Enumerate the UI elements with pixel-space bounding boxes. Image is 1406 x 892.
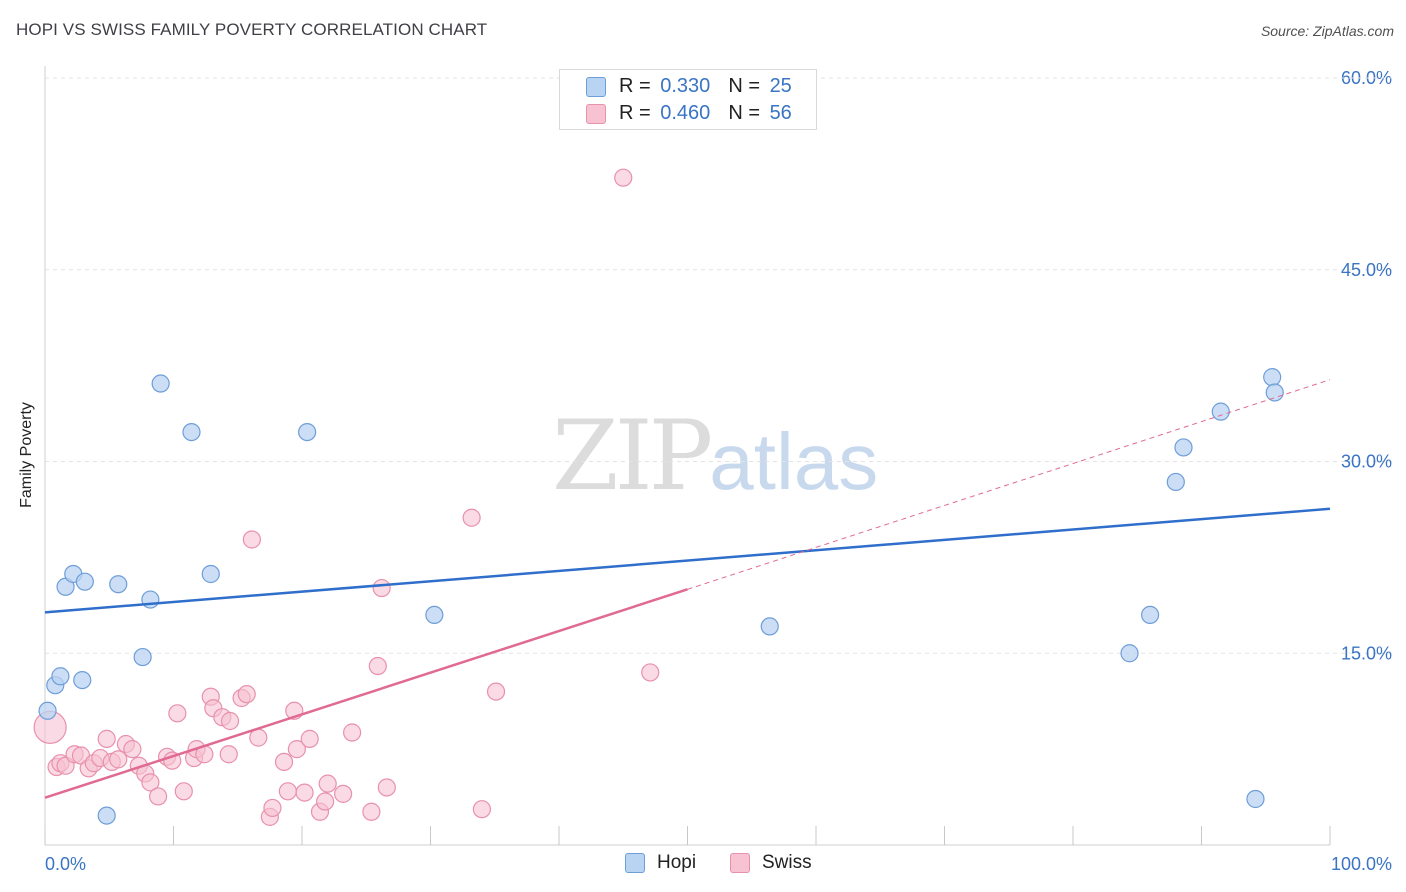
swiss-point xyxy=(220,711,240,731)
swiss-point xyxy=(295,783,314,802)
swiss-point xyxy=(318,774,337,793)
legend-n-label: N = xyxy=(728,75,760,97)
hopi-point xyxy=(1174,438,1193,457)
swiss-point xyxy=(316,792,335,811)
swiss-swatch-icon xyxy=(586,104,606,124)
swiss-point xyxy=(274,752,294,772)
hopi-point xyxy=(1211,402,1230,421)
swiss-point xyxy=(641,663,660,682)
x-tick-label-max: 100.0% xyxy=(1331,854,1392,874)
swiss-point xyxy=(372,578,391,598)
source-label: Source: ZipAtlas.com xyxy=(1260,23,1394,39)
hopi-point xyxy=(109,575,128,594)
swiss-point xyxy=(486,682,506,701)
swiss-point xyxy=(123,740,142,759)
swiss-point xyxy=(148,787,168,806)
chart-title: HOPI VS SWISS FAMILY POVERTY CORRELATION… xyxy=(16,20,488,39)
hopi-n-value: 25 xyxy=(769,75,792,97)
hopi-point xyxy=(1246,789,1265,809)
y-tick-label: 45.0% xyxy=(1341,260,1392,280)
legend-r-label: R = xyxy=(619,102,651,124)
legend-r-label: R = xyxy=(619,75,651,97)
swiss-point xyxy=(237,685,256,704)
swiss-point xyxy=(263,798,282,818)
hopi-point xyxy=(1263,368,1282,387)
hopi-point xyxy=(201,564,220,584)
swiss-point xyxy=(462,508,481,527)
legend-n-label: N = xyxy=(728,102,760,124)
hopi-point xyxy=(1265,383,1284,402)
swiss-point xyxy=(219,745,238,764)
hopi-point xyxy=(151,374,170,393)
y-tick-label: 15.0% xyxy=(1341,643,1392,663)
swiss-point xyxy=(97,729,116,748)
hopi-point xyxy=(760,617,779,636)
hopi-point xyxy=(75,572,94,591)
swiss-point xyxy=(174,782,193,801)
hopi-point xyxy=(1120,644,1139,663)
swiss-point xyxy=(287,740,306,759)
swiss-legend-label: Swiss xyxy=(762,852,812,873)
hopi-point xyxy=(1140,605,1160,625)
swiss-r-value: 0.460 xyxy=(660,102,711,124)
swiss-point xyxy=(300,729,319,748)
hopi-point xyxy=(38,701,57,720)
hopi-point xyxy=(51,667,70,686)
hopi-point xyxy=(182,422,201,442)
swiss-point xyxy=(278,782,297,801)
correlation-legend: R = 0.330 N = 25 R = 0.460 N = 56 xyxy=(559,69,817,130)
hopi-legend-icon xyxy=(625,853,645,873)
hopi-trend-line xyxy=(44,507,1331,614)
swiss-point xyxy=(168,704,187,723)
swiss-trend-extension xyxy=(687,379,1331,590)
hopi-swatch-icon xyxy=(586,77,606,97)
x-tick-label-min: 0.0% xyxy=(45,854,86,874)
hopi-point xyxy=(1166,472,1185,492)
swiss-trend-line xyxy=(44,588,688,799)
swiss-point xyxy=(343,723,362,742)
hopi-point xyxy=(73,670,92,690)
hopi-point xyxy=(133,647,152,667)
hopi-point xyxy=(298,422,317,442)
swiss-point xyxy=(614,168,633,187)
hopi-point xyxy=(425,605,444,625)
y-tick-label: 30.0% xyxy=(1341,452,1392,472)
swiss-legend-icon xyxy=(730,853,750,873)
swiss-point xyxy=(362,802,381,821)
swiss-point xyxy=(242,530,261,549)
hopi-legend-label: Hopi xyxy=(657,852,697,873)
swiss-point xyxy=(109,750,128,769)
hopi-r-value: 0.330 xyxy=(660,75,711,97)
swiss-point xyxy=(334,784,353,803)
hopi-point xyxy=(97,806,116,825)
swiss-point xyxy=(368,656,387,676)
swiss-point xyxy=(141,773,160,792)
swiss-point xyxy=(377,778,396,797)
swiss-point xyxy=(472,800,491,819)
swiss-n-value: 56 xyxy=(769,102,792,124)
